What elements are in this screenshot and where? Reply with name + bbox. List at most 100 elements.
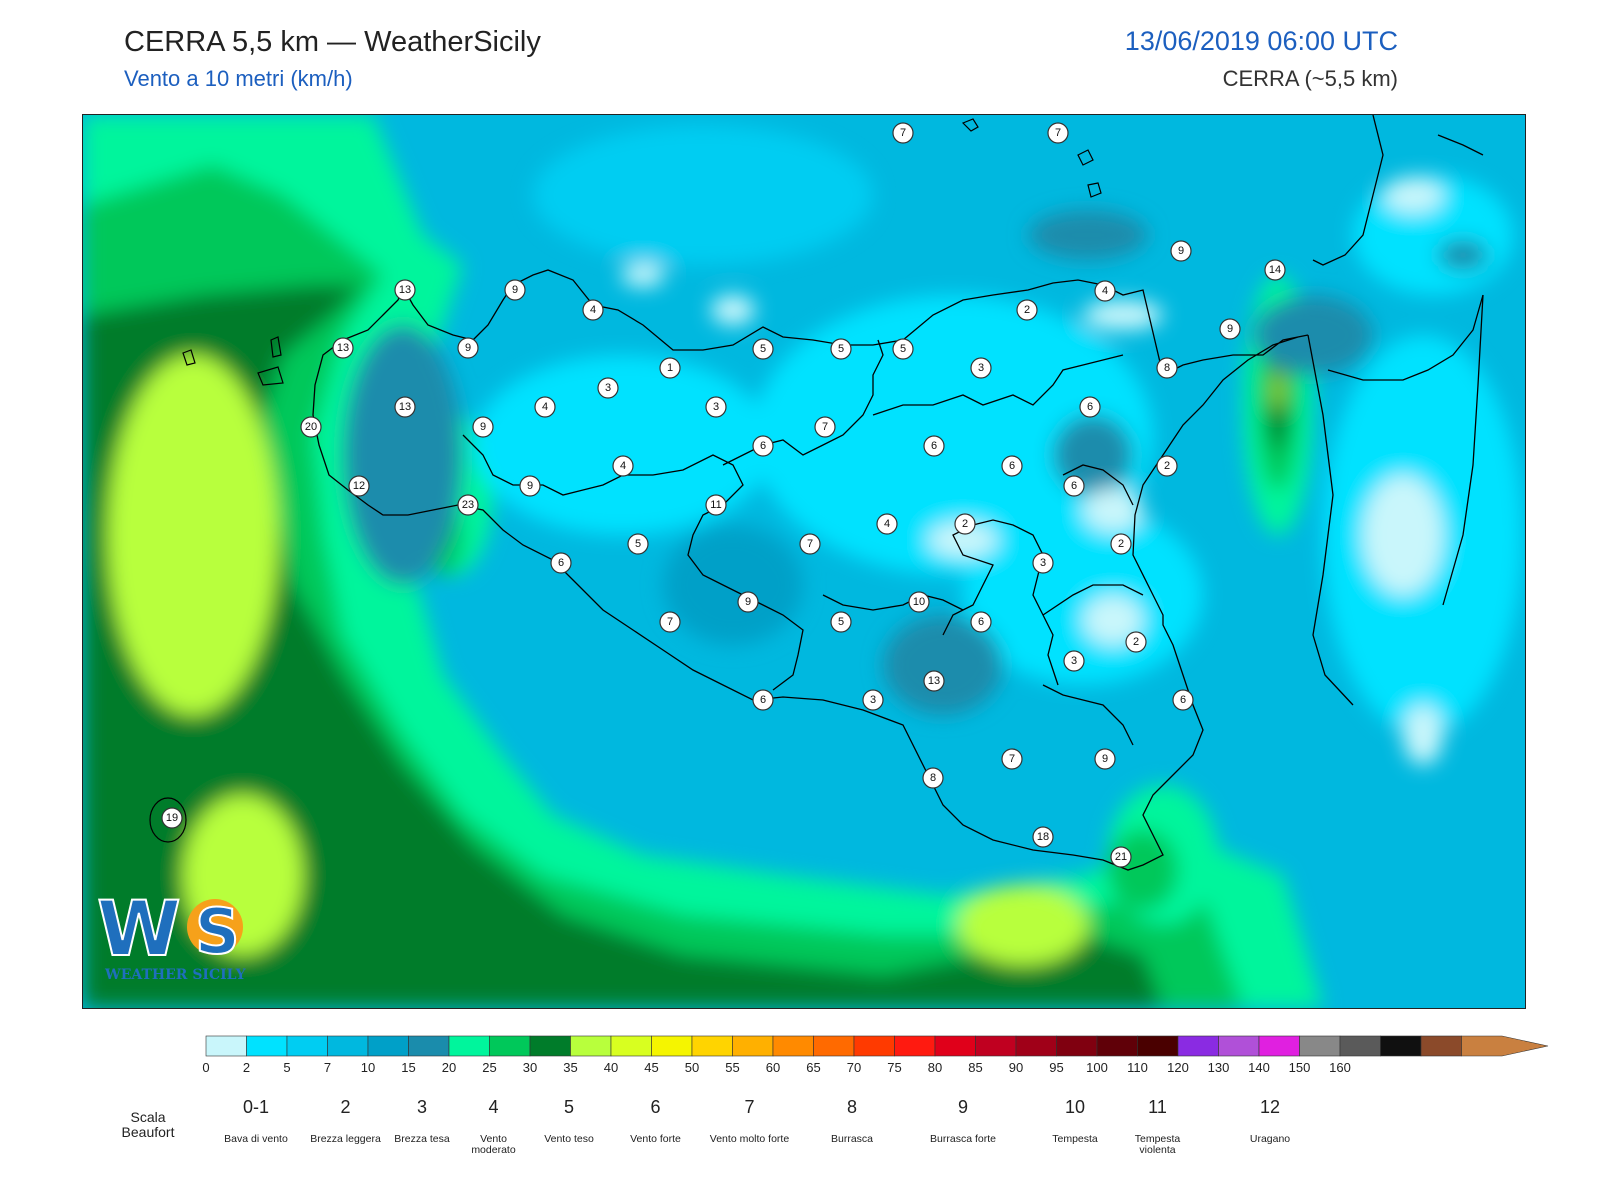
station-value: 9 xyxy=(465,342,471,354)
station-value: 11 xyxy=(710,499,721,511)
beaufort-description: Tempesta xyxy=(1052,1133,1098,1145)
station-marker: 9 xyxy=(457,337,479,359)
station-value: 12 xyxy=(353,480,365,492)
colorbar-swatch xyxy=(691,1035,733,1057)
station-marker: 2 xyxy=(1156,455,1178,477)
beaufort-number: 11 xyxy=(1148,1097,1167,1117)
colorbar-swatch xyxy=(246,1035,288,1057)
station-marker: 2 xyxy=(1110,533,1132,555)
islands xyxy=(149,118,1102,843)
colorbar-swatch xyxy=(286,1035,328,1057)
station-value: 9 xyxy=(512,284,518,296)
colorbar-swatch xyxy=(934,1035,976,1057)
colorbar-tick-label: 15 xyxy=(401,1060,416,1075)
beaufort-number: 10 xyxy=(1064,1097,1086,1117)
station-marker: 5 xyxy=(830,338,852,360)
station-value: 5 xyxy=(838,343,844,355)
beaufort-description: Burrasca xyxy=(830,1133,873,1145)
station-marker: 7 xyxy=(892,122,914,144)
colorbar-swatch xyxy=(205,1035,247,1057)
colorbar-tick-label: 90 xyxy=(1008,1060,1024,1075)
station-marker: 11 xyxy=(705,494,727,516)
station-value: 7 xyxy=(1055,127,1061,139)
station-marker: 1 xyxy=(659,357,681,379)
station-value: 10 xyxy=(913,596,925,608)
colorbar-tick-label: 150 xyxy=(1288,1060,1311,1075)
colorbar-swatch xyxy=(813,1035,855,1057)
colorbar-tick-label: 140 xyxy=(1248,1060,1270,1075)
station-value: 6 xyxy=(1009,460,1015,472)
station-value: 6 xyxy=(1071,480,1077,492)
station-marker: 12 xyxy=(348,475,370,497)
station-value: 6 xyxy=(558,557,564,569)
beaufort-number: 8 xyxy=(846,1097,857,1117)
station-value: 2 xyxy=(1024,304,1030,316)
station-value: 9 xyxy=(1178,245,1184,257)
station-value: 13 xyxy=(399,284,411,296)
station-value: 2 xyxy=(962,518,968,530)
colorbar-swatch xyxy=(894,1035,936,1057)
colorbar-swatch xyxy=(1420,1035,1462,1057)
weathersicily-logo: W S WEATHER SICILY xyxy=(97,875,257,985)
station-value: 5 xyxy=(635,538,641,550)
beaufort-cell: 5 Vento teso xyxy=(528,1087,610,1165)
beaufort-cell: 12 Uragano xyxy=(1185,1087,1355,1165)
station-marker: 13 xyxy=(394,279,416,301)
station-value: 7 xyxy=(900,127,906,139)
station-marker: 18 xyxy=(1032,826,1054,848)
station-value: 5 xyxy=(900,343,906,355)
beaufort-number: 0-1 xyxy=(242,1097,269,1117)
map-subtitle: Vento a 10 metri (km/h) xyxy=(124,66,353,91)
station-marker: 14 xyxy=(1264,259,1286,281)
colorbar-tick-label: 35 xyxy=(563,1060,578,1075)
station-marker: 13 xyxy=(332,337,354,359)
beaufort-title: Scala Beaufort xyxy=(121,1109,175,1140)
station-marker: 9 xyxy=(472,416,494,438)
station-marker: 13 xyxy=(923,670,945,692)
svg-text:S: S xyxy=(195,895,240,968)
beaufort-description: Brezza tesa xyxy=(394,1133,450,1145)
svg-text:W: W xyxy=(97,884,181,973)
colorbar-swatch xyxy=(1096,1035,1138,1057)
beaufort-number: 3 xyxy=(416,1097,427,1117)
colorbar-swatch xyxy=(489,1035,531,1057)
station-value: 4 xyxy=(590,304,596,316)
color-legend xyxy=(0,1030,1600,1200)
station-value: 18 xyxy=(1037,831,1049,843)
station-value: 13 xyxy=(399,401,411,413)
station-marker: 13 xyxy=(394,396,416,418)
station-marker: 6 xyxy=(923,435,945,457)
station-marker: 20 xyxy=(300,416,322,438)
station-value: 5 xyxy=(838,616,844,628)
station-value: 6 xyxy=(1087,401,1093,413)
beaufort-cell: 6 Vento forte xyxy=(610,1087,701,1165)
colorbar-tick-label: 65 xyxy=(806,1060,821,1075)
colorbar-tick-label: 55 xyxy=(725,1060,740,1075)
station-value: 3 xyxy=(1071,655,1077,667)
station-value: 21 xyxy=(1115,851,1127,863)
colorbar-tick-label: 70 xyxy=(846,1060,862,1075)
station-marker: 6 xyxy=(550,552,572,574)
station-value: 4 xyxy=(620,460,626,472)
station-marker: 4 xyxy=(1094,280,1116,302)
station-marker: 19 xyxy=(161,807,183,829)
colorbar-swatch xyxy=(570,1035,612,1057)
colorbar-swatch xyxy=(529,1035,571,1057)
forecast-datetime: 13/06/2019 06:00 UTC xyxy=(1124,26,1398,56)
colorbar-tick-label: 2 xyxy=(242,1060,251,1075)
station-marker: 9 xyxy=(1219,318,1241,340)
beaufort-cell: 9 Burrasca forte xyxy=(906,1087,1020,1165)
coastlines xyxy=(312,115,1484,871)
beaufort-cell: 0-1 Bava di vento xyxy=(206,1087,306,1165)
colorbar-swatch xyxy=(408,1035,450,1057)
station-value: 9 xyxy=(527,480,533,492)
beaufort-number: 9 xyxy=(957,1097,968,1117)
station-value: 13 xyxy=(928,675,940,687)
station-marker: 2 xyxy=(1125,631,1147,653)
beaufort-cell: 10 Tempesta xyxy=(1020,1087,1130,1165)
station-marker: 3 xyxy=(597,377,619,399)
colorbar-swatch xyxy=(367,1035,409,1057)
wind-map[interactable]: 7 7 9 14 13 9 4 4 2 9 13 9 5 5 5 1 3 3 8 6 13 4 3 20 9 7 6 6 4 6 2 12 9 6… xyxy=(82,114,1526,1009)
station-marker: 3 xyxy=(705,396,727,418)
station-marker: 7 xyxy=(1001,748,1023,770)
